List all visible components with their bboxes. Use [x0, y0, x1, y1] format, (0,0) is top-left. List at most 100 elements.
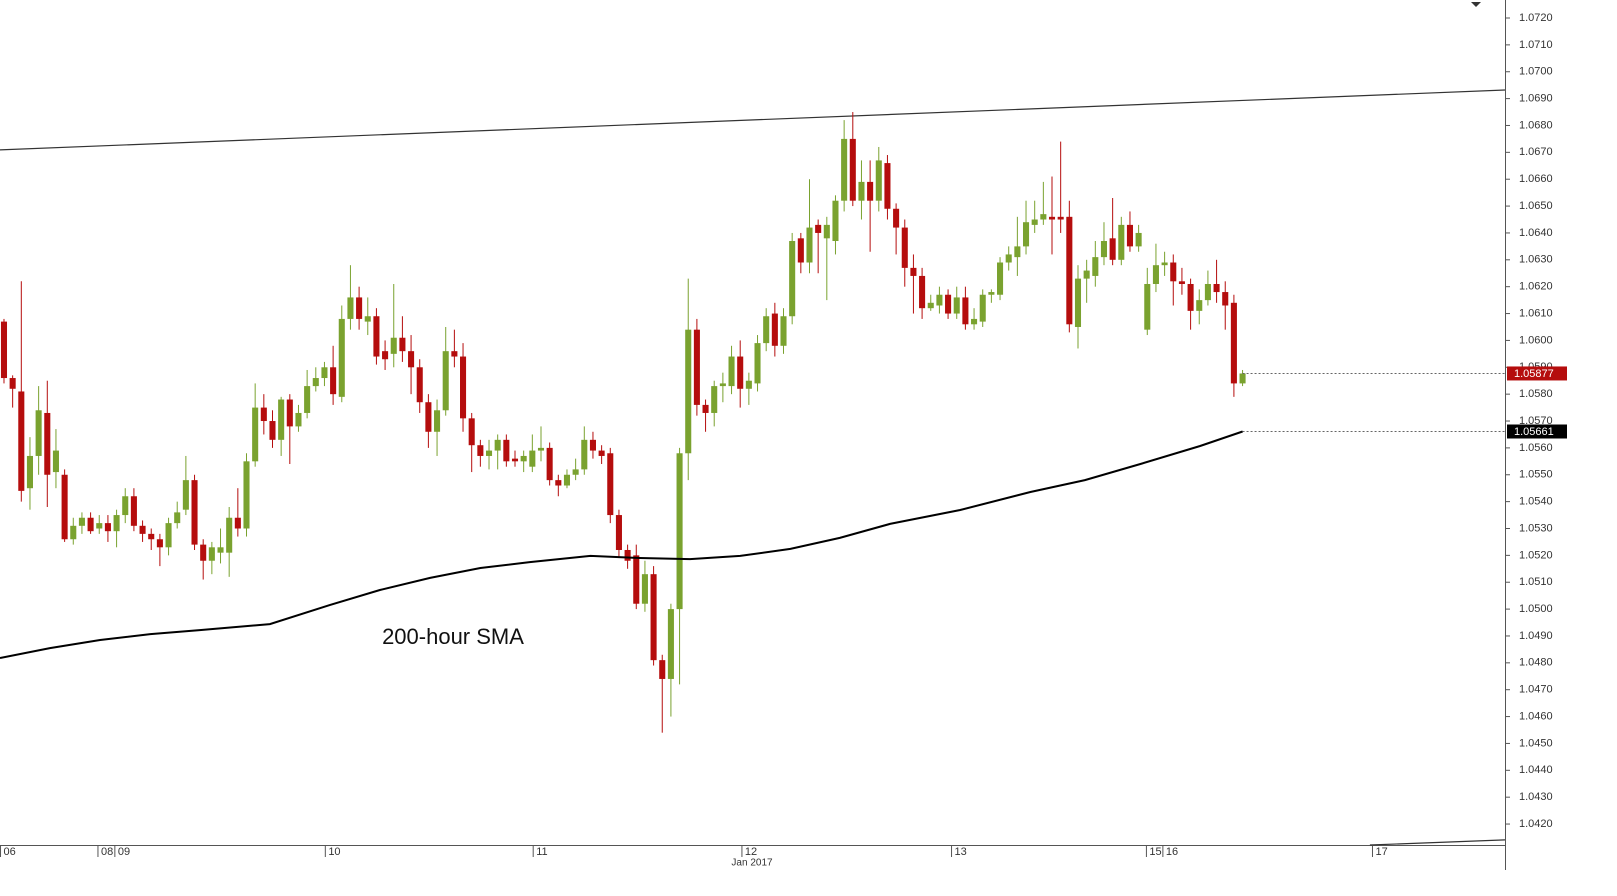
candle-body — [702, 404, 709, 413]
candle-body — [529, 450, 536, 467]
candle-body — [269, 421, 276, 440]
candle-body — [1144, 283, 1151, 330]
candle-body — [997, 262, 1004, 295]
y-tick-label: 1.0460 — [1519, 710, 1553, 722]
candle-body — [511, 458, 519, 462]
candle-body — [884, 163, 891, 209]
candle-body — [1178, 281, 1185, 284]
candle-body — [416, 367, 423, 403]
candle-body — [0, 321, 8, 379]
candle-body — [858, 181, 865, 201]
candle-body — [1152, 265, 1159, 284]
price-marker-label: 1.05877 — [1514, 368, 1554, 380]
candle-body — [1109, 238, 1116, 260]
x-tick-label: 10 — [328, 846, 340, 858]
candle-body — [148, 533, 155, 540]
candle-body — [745, 380, 752, 389]
x-axis-label: Jan 2017 — [731, 858, 773, 869]
candle-body — [962, 297, 969, 325]
candle-body — [321, 367, 328, 379]
candle-body — [217, 547, 224, 553]
y-tick-label: 1.0540 — [1519, 496, 1553, 508]
trendline — [1369, 839, 1506, 846]
candle-body — [719, 383, 726, 387]
candle-body — [581, 439, 588, 470]
candle-body — [442, 351, 449, 411]
candle-body — [555, 480, 562, 486]
y-tick-label: 1.0610 — [1519, 307, 1553, 319]
annotation: 200-hour SMA — [382, 624, 524, 649]
candle-body — [1118, 224, 1125, 260]
candle-body — [44, 412, 51, 475]
candle-body — [373, 316, 380, 357]
candle-body — [1100, 241, 1108, 258]
candle-body — [226, 517, 233, 553]
candle-body — [1066, 216, 1073, 325]
candle-body — [182, 480, 189, 510]
candle-body — [1048, 216, 1056, 220]
x-tick-label: 11 — [536, 846, 547, 858]
candle-body — [234, 517, 241, 529]
candle-body — [243, 461, 250, 529]
candle-body — [408, 351, 415, 368]
candle-body — [693, 329, 700, 405]
y-tick-label: 1.0560 — [1519, 442, 1553, 454]
price-marker-label: 1.05661 — [1514, 426, 1554, 438]
x-tick-label: 12 — [745, 846, 757, 858]
candle-body — [641, 574, 648, 604]
y-tick-label: 1.0520 — [1519, 549, 1553, 561]
candle-body — [1014, 246, 1021, 258]
y-tick-label: 1.0690 — [1519, 93, 1553, 105]
candle-body — [676, 453, 683, 610]
candle-body — [200, 544, 207, 561]
candle-body — [650, 574, 657, 661]
candle-body — [330, 367, 337, 395]
candle-body — [451, 351, 458, 357]
candle-body — [191, 480, 198, 545]
candle-body — [867, 181, 874, 201]
candle-body — [1126, 224, 1133, 247]
candle-body — [130, 496, 137, 526]
sma-line — [0, 430, 1243, 659]
y-tick-label: 1.0550 — [1519, 469, 1553, 481]
candle-body — [754, 343, 761, 384]
candle-body — [988, 292, 995, 295]
candle-body — [910, 267, 917, 276]
candle-body — [875, 160, 882, 201]
candle-body — [1022, 222, 1030, 247]
candle-body — [841, 138, 848, 201]
dropdown-icon[interactable] — [1471, 2, 1481, 7]
candle-body — [685, 329, 692, 454]
candle-body — [425, 402, 432, 432]
candle-body — [286, 399, 293, 427]
candle-body — [1031, 219, 1038, 225]
candle-body — [208, 547, 215, 561]
candle-body — [104, 523, 111, 532]
candle-body — [728, 356, 735, 387]
candle-body — [1187, 283, 1194, 311]
candle-body — [1230, 302, 1237, 384]
x-tick-label: 17 — [1375, 846, 1387, 858]
candle-body — [174, 512, 181, 524]
candle-body — [572, 469, 579, 475]
candle-body — [537, 447, 545, 451]
x-tick-label: 16 — [1166, 846, 1178, 858]
candle-body — [1196, 300, 1203, 311]
candle-body — [35, 410, 42, 456]
y-tick-label: 1.0530 — [1519, 522, 1553, 534]
candle-body — [52, 450, 59, 473]
candle-body — [96, 523, 103, 529]
y-tick-label: 1.0720 — [1519, 12, 1553, 24]
candle-body — [979, 294, 986, 322]
y-tick-label: 1.0630 — [1519, 254, 1553, 266]
candle-body — [26, 455, 33, 489]
y-tick-label: 1.0620 — [1519, 281, 1553, 293]
y-tick-label: 1.0490 — [1519, 630, 1553, 642]
candle-body — [607, 453, 614, 516]
candle-body — [139, 525, 146, 534]
x-tick-label: 15 — [1149, 846, 1161, 858]
candle-body — [815, 224, 822, 233]
y-tick-label: 1.0700 — [1519, 66, 1553, 78]
candle-body — [823, 224, 830, 239]
